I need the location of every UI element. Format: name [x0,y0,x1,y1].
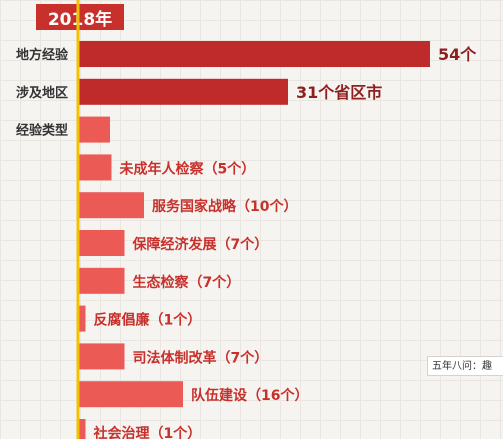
bar-6 [78,267,125,294]
data-label-0: 54个 [438,45,477,64]
bar-1 [78,78,288,105]
year-badge: 2018年 [36,4,124,30]
data-label-5: 保障经济发展（7个） [132,236,269,253]
row-label-1: 涉及地区 [16,85,68,101]
row-label-2: 经验类型 [16,123,68,139]
data-label-4: 服务国家战略（10个） [152,198,297,215]
data-label-1: 31个省区市 [296,83,382,102]
bar-9 [78,381,183,408]
caption-box: 五年八问：趣 [427,356,503,376]
bar-3 [78,154,112,181]
data-label-6: 生态检察（7个） [133,274,241,291]
bar-0 [78,41,430,67]
bar-8 [78,343,125,370]
data-label-9: 队伍建设（16个） [191,387,308,404]
bar-7 [78,305,86,332]
data-label-10: 社会治理（1个） [93,425,202,439]
row-label-0: 地方经验 [16,47,69,63]
bar-4 [78,192,144,219]
bar-5 [78,230,125,256]
bar-10 [78,419,86,439]
data-label-3: 未成年人检察（5个） [120,160,256,177]
data-label-8: 司法体制改革（7个） [133,349,269,366]
data-label-7: 反腐倡廉（1个） [94,312,202,329]
bar-2 [78,116,110,143]
